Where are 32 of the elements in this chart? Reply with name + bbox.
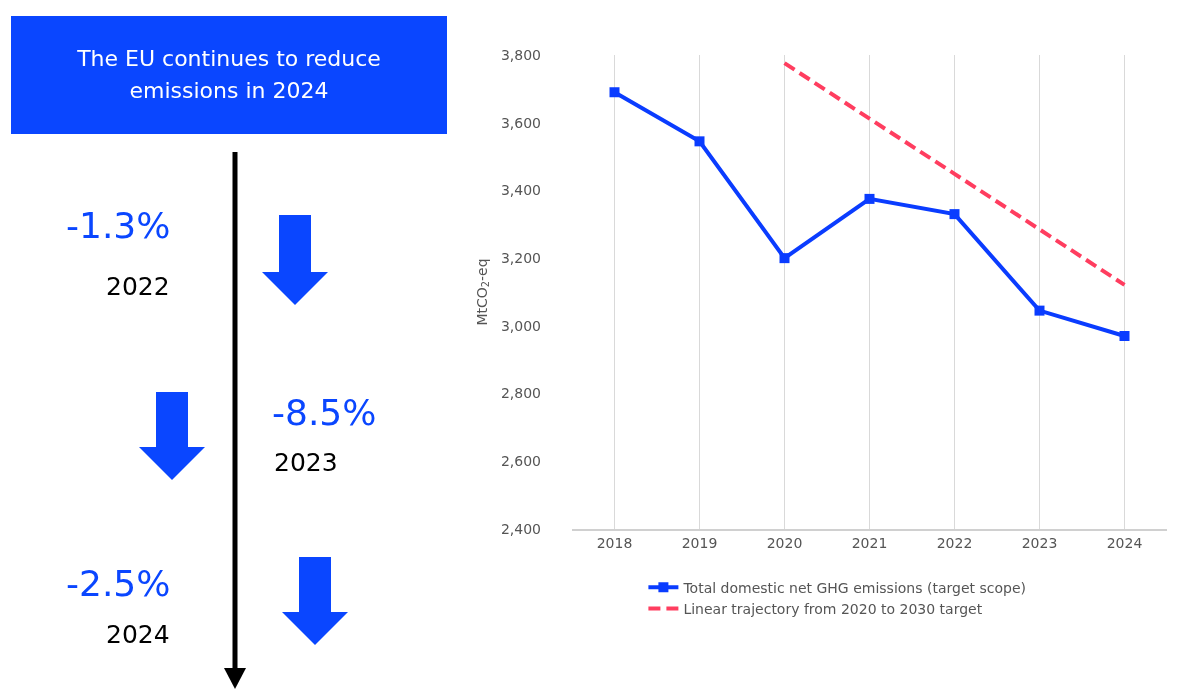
point xyxy=(694,136,705,147)
text: 2024 xyxy=(106,620,170,649)
point xyxy=(949,209,960,220)
text: -1.3% xyxy=(66,205,171,246)
y-tick-label: 3,800 xyxy=(500,46,541,63)
point xyxy=(864,193,875,204)
x-tick-label: 2020 xyxy=(766,534,803,551)
y-tick-label: 3,000 xyxy=(500,317,541,334)
x-tick-label: 2018 xyxy=(596,534,633,551)
y-tick-label: 2,600 xyxy=(500,453,541,470)
text: -2.5% xyxy=(66,563,171,604)
line-series xyxy=(782,61,1127,287)
legend-label: Linear trajectory from 2020 to 2030 target xyxy=(683,600,983,617)
point xyxy=(1119,331,1130,342)
x-tick-label: 2019 xyxy=(681,534,718,551)
y-tick-label: 2,800 xyxy=(500,385,541,402)
point xyxy=(779,253,790,264)
point xyxy=(1034,305,1045,316)
y-tick-label: 3,600 xyxy=(500,114,541,131)
text: 2023 xyxy=(274,448,338,477)
point xyxy=(609,87,620,98)
x-tick-label: 2022 xyxy=(936,534,973,551)
x-tick-label: 2023 xyxy=(1021,534,1058,551)
y-tick-label: 3,400 xyxy=(500,182,541,199)
x-tick-label: 2021 xyxy=(851,534,888,551)
text: -8.5% xyxy=(272,392,377,433)
text: 2022 xyxy=(106,272,170,301)
legend-label: Total domestic net GHG emissions (target scope) xyxy=(682,579,1026,596)
y-tick-label: 3,200 xyxy=(500,250,541,267)
y-tick-label: 2,400 xyxy=(500,520,541,537)
x-tick-label: 2024 xyxy=(1106,534,1143,551)
text: The EU continues to reduce emissions in 2024 xyxy=(11,16,447,134)
